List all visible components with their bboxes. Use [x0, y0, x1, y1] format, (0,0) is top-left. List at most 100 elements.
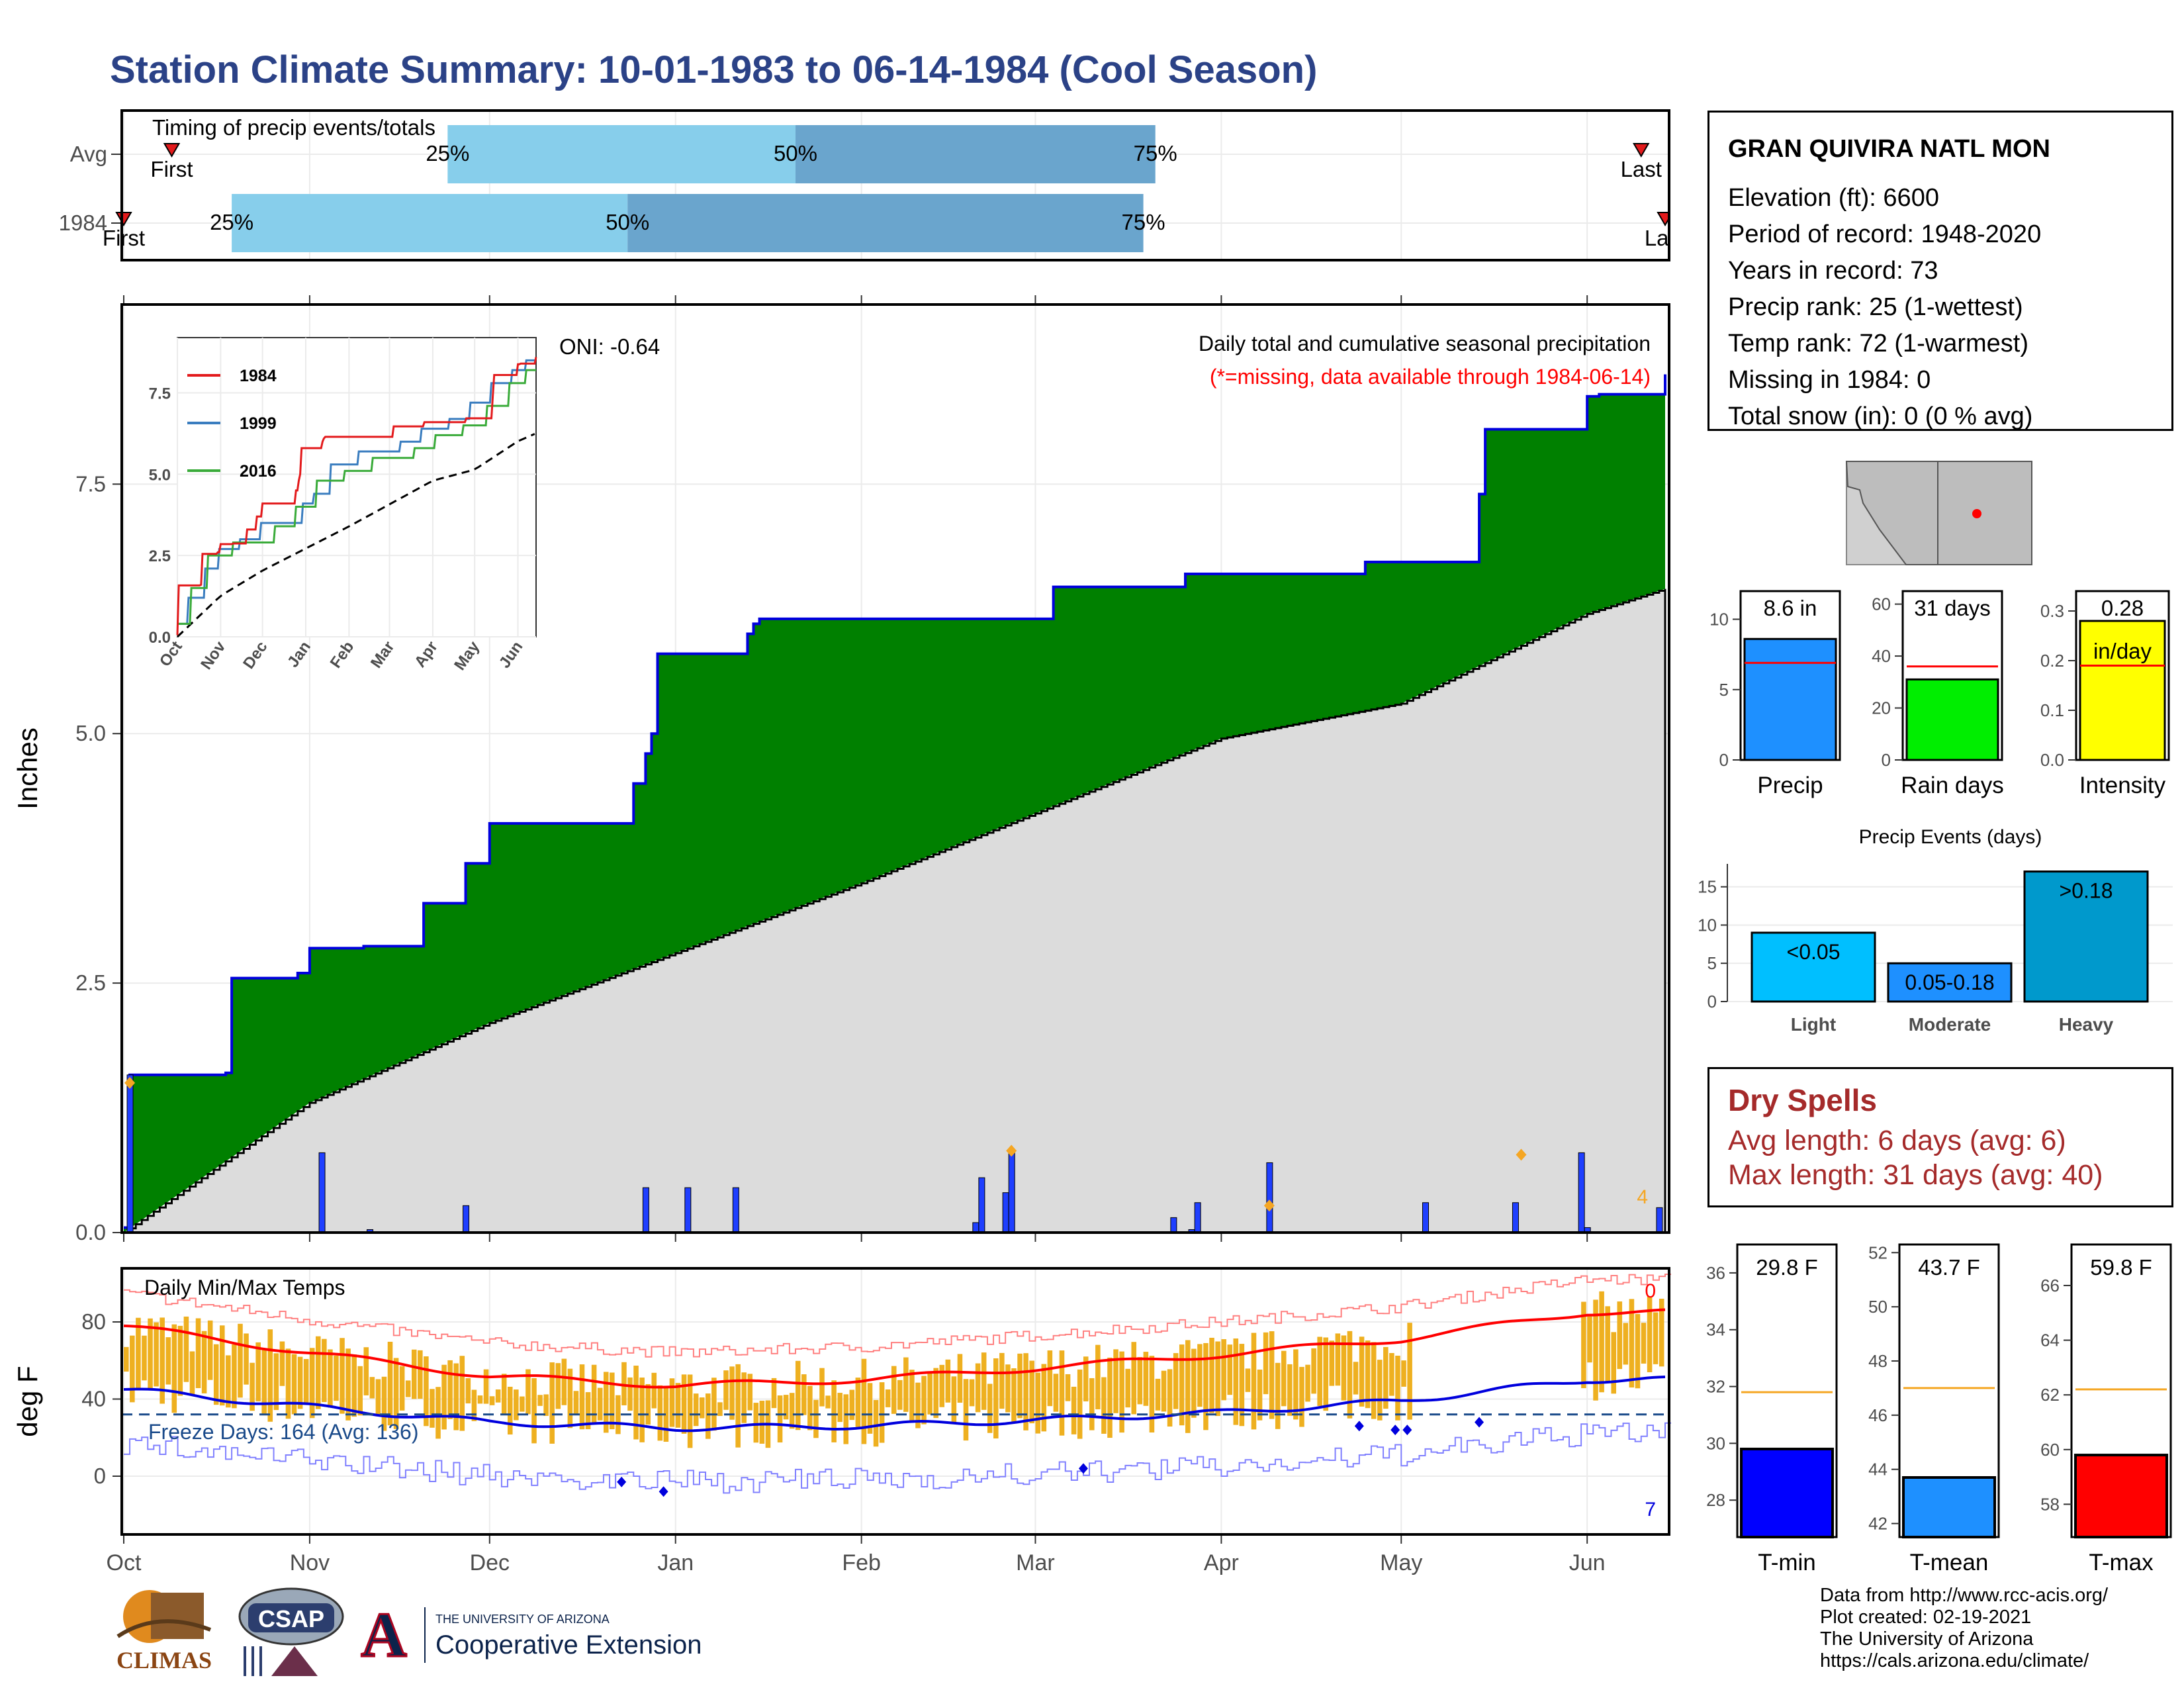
daily-temp-bar	[441, 1364, 447, 1430]
temp-xtick-label: Mar	[1016, 1550, 1055, 1575]
daily-temp-bar	[1059, 1350, 1065, 1436]
daily-temp-bar	[1293, 1349, 1298, 1420]
daily-temp-bar	[909, 1370, 915, 1422]
timing-panel-border	[120, 109, 1670, 261]
temp-summary-ytick-label: 64	[2040, 1331, 2060, 1350]
daily-temp-bar	[933, 1368, 938, 1419]
record-low-marker-icon	[1354, 1421, 1364, 1432]
daily-temp-bar	[783, 1395, 789, 1420]
daily-temp-bar	[1089, 1378, 1095, 1430]
daily-temp-bar	[891, 1366, 897, 1414]
daily-temp-bar	[1005, 1364, 1011, 1413]
daily-temp-bar	[447, 1360, 453, 1419]
temp-summary-ytick-label: 46	[1868, 1405, 1888, 1425]
daily-temp-bar	[201, 1331, 207, 1393]
station-snow: Total snow (in): 0 (0 % avg)	[1728, 402, 2033, 430]
station-period: Period of record: 1948-2020	[1728, 220, 2042, 248]
temp-summary-xlabel: T-min	[1758, 1550, 1816, 1575]
climas-logo: CLIMAS	[111, 1583, 217, 1683]
first-event-marker-icon	[115, 212, 132, 226]
daily-temp-bar	[136, 1317, 141, 1389]
inset-legend-label: 1999	[240, 414, 277, 433]
daily-temp-bar	[1185, 1340, 1191, 1433]
cumulative-1984-area	[124, 374, 1665, 1233]
temp-panel-border	[120, 1267, 1670, 1536]
daily-temp-bar	[267, 1329, 273, 1422]
daily-temp-bar	[621, 1362, 627, 1405]
daily-temp-bar	[1377, 1360, 1383, 1421]
daily-temp-bar	[1083, 1356, 1089, 1402]
daily-temp-bar	[1647, 1296, 1653, 1372]
daily-temp-bar	[183, 1316, 189, 1382]
timing-pct-label: 50%	[606, 210, 649, 234]
daily-temp-bar	[195, 1318, 201, 1389]
daily-precip-bar	[1266, 1162, 1273, 1233]
daily-temp-bar	[1359, 1336, 1365, 1407]
heavy-event-marker-icon	[1006, 1145, 1017, 1157]
daily-temp-bar	[627, 1377, 633, 1411]
daily-temp-bar	[669, 1378, 675, 1427]
inset-ytick-label: 2.5	[149, 547, 171, 565]
summary-bar-rain-days: 31 days 0 20 40 60 Rain days	[1872, 590, 2004, 798]
timing-row-label: 1984	[59, 211, 107, 235]
daily-temp-bar	[1311, 1348, 1316, 1394]
daily-temp-bar	[1341, 1335, 1347, 1401]
events-bar	[2023, 870, 2149, 1003]
daily-temp-bar	[424, 1356, 429, 1427]
precip-events-chart: Precip Events (days) 0 5 10 15 <0.05 Light 0.05…	[1698, 826, 2173, 1035]
daily-temp-bar	[495, 1389, 501, 1403]
daily-temp-bar	[777, 1395, 783, 1443]
daily-precip-bar	[318, 1152, 326, 1233]
daily-temp-bar	[393, 1358, 399, 1429]
daily-temp-bar	[189, 1351, 195, 1395]
daily-temp-bar	[1227, 1344, 1233, 1395]
daily-temp-bar	[855, 1378, 861, 1427]
daily-temp-bar	[261, 1349, 267, 1416]
temp-summary-xlabel: T-max	[2089, 1550, 2154, 1575]
daily-temp-bar	[250, 1362, 255, 1411]
daily-temp-bar	[789, 1393, 795, 1429]
daily-temp-bar	[1041, 1364, 1047, 1432]
daily-temp-bar	[693, 1393, 699, 1427]
temp-summary-ytick-label: 36	[1706, 1263, 1725, 1283]
footer-line-created: Plot created: 02-19-2021	[1820, 1607, 2032, 1628]
daily-temp-bar	[1383, 1346, 1388, 1409]
daily-temp-bar	[969, 1379, 975, 1407]
daily-temp-bar	[537, 1395, 543, 1406]
daily-temp-bar	[1143, 1352, 1149, 1406]
daily-temp-bar	[585, 1392, 591, 1430]
daily-temp-bar	[999, 1352, 1005, 1409]
daily-temp-bar	[142, 1335, 147, 1381]
summary-ytick-label: 0.1	[2040, 700, 2064, 720]
events-ytick-label: 10	[1698, 915, 1717, 935]
summary-bar-value-label: 31 days	[1914, 596, 1991, 620]
daily-temp-bar	[381, 1376, 387, 1431]
timing-pct-label: 50%	[774, 141, 817, 165]
daily-temp-bar	[405, 1380, 411, 1397]
precip-panel: Daily total and cumulative seasonal prec…	[12, 295, 1670, 1244]
timing-pct-label: 75%	[1134, 141, 1177, 165]
daily-temp-bar	[177, 1325, 183, 1396]
daily-temp-bar	[1149, 1356, 1155, 1433]
summary-bar-xlabel: Rain days	[1901, 773, 2004, 798]
summary-bar-precip: 8.6 in 0 5 10 Precip	[1709, 590, 1841, 798]
climas-mesa-icon	[151, 1593, 204, 1639]
temp-summary-xlabel: T-mean	[1910, 1550, 1989, 1575]
daily-temp-bar	[915, 1382, 921, 1429]
daily-temp-bar	[687, 1374, 693, 1448]
daily-temp-bar	[819, 1368, 825, 1407]
avg-max-temp-line	[123, 1308, 1666, 1389]
last-event-marker-icon	[1633, 143, 1650, 158]
daily-temp-bar	[1215, 1341, 1220, 1417]
daily-temp-bar	[747, 1374, 753, 1411]
daily-temp-bar	[489, 1396, 495, 1405]
station-location-marker	[1972, 509, 1981, 518]
temp-summary-ytick-label: 42	[1868, 1514, 1888, 1534]
summary-ytick-label: 0	[1882, 750, 1891, 770]
temp-summary-t-mean: 43.7 F 42 44 46 48 50 52 T-mean	[1868, 1243, 2000, 1575]
daily-temp-bar	[340, 1338, 345, 1414]
daily-temp-bar	[681, 1374, 687, 1434]
daily-temp-bar	[165, 1337, 171, 1385]
daily-temp-bar	[1221, 1339, 1226, 1401]
